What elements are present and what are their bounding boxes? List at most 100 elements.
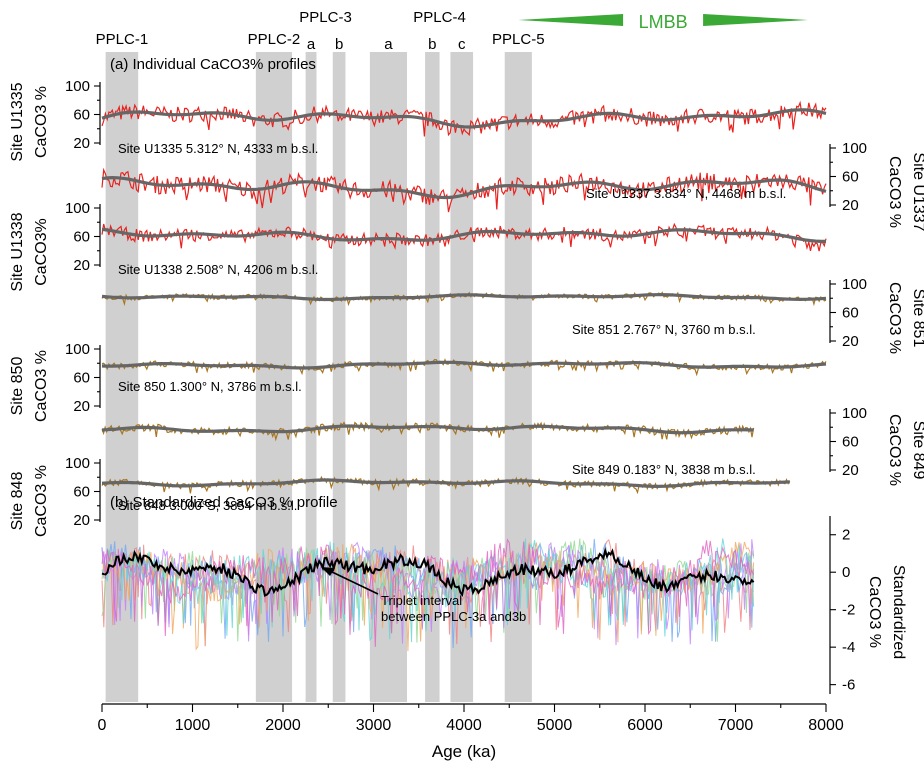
- y-tick-label: 60: [842, 305, 859, 322]
- interval-label-4: a: [384, 36, 393, 53]
- annotation-line1: Triplet interval: [381, 593, 462, 608]
- panel-site-u1337: 20 60 100 Site U1337 CaCO3 % Site U1337 3.834…: [101, 140, 924, 232]
- shaded-interval-2: [305, 52, 317, 702]
- smoothed-caco3-line: [101, 175, 827, 200]
- raw-caco3-line: [101, 222, 827, 252]
- panel-site-848: 20 60 100 Site 848 CaCO3 % Site 848 3.000°S, …: [9, 455, 791, 537]
- group-label-0: PPLC-3: [299, 9, 352, 26]
- std-y-tick-label: 0: [842, 564, 850, 581]
- site-info-label: Site U1335 5.312° N, 4333 m b.s.l.: [118, 141, 318, 156]
- pplc-shaded-intervals: [105, 52, 532, 702]
- std-y-tick-label: -6: [842, 677, 855, 694]
- smoothed-caco3-line: [101, 227, 826, 243]
- std-site-line: [101, 538, 755, 647]
- panel-b-label: (b) Standardized CaCO3 % profile: [110, 494, 338, 511]
- group-label-1: PPLC-4: [413, 9, 466, 26]
- std-axis-title: Standardized: [890, 565, 907, 659]
- y-tick-label: 60: [73, 484, 90, 501]
- y-axis-unit: CaCO3 %: [886, 414, 903, 486]
- y-tick-label: 100: [65, 200, 90, 217]
- y-tick-label: 60: [73, 229, 90, 246]
- interval-label-3: b: [335, 36, 343, 53]
- y-tick-label: 100: [65, 341, 90, 358]
- y-tick-label: 20: [842, 333, 859, 350]
- x-tick-label: 1000: [175, 717, 211, 734]
- x-tick-label: 6000: [627, 717, 663, 734]
- shaded-interval-6: [450, 52, 474, 702]
- std-site-line: [101, 541, 755, 652]
- age-axis: 0 1000 2000 3000 4000 5000 6000 7000 8000: [98, 703, 844, 734]
- y-tick-label: 60: [73, 370, 90, 387]
- y-tick-label: 100: [65, 455, 90, 472]
- x-tick-label: 8000: [808, 717, 844, 734]
- x-tick-label: 5000: [537, 717, 573, 734]
- y-axis-title: Site U1337: [910, 152, 924, 231]
- interval-label-7: PPLC-5: [492, 31, 545, 48]
- y-axis-unit: CaCO3 %: [886, 156, 903, 228]
- site-info-label: Site U1337 3.834° N, 4468 m b.s.l.: [586, 186, 786, 201]
- y-axis-title: Site U1338: [9, 212, 26, 291]
- y-axis-title: Site 851: [910, 289, 924, 348]
- triplet-annotation: Triplet interval between PPLC-3a and3b: [321, 567, 526, 624]
- y-axis-unit: CaCO3 %: [886, 282, 903, 354]
- shaded-interval-5: [425, 52, 440, 702]
- site-info-label: Site 850 1.300° N, 3786 m b.s.l.: [118, 379, 302, 394]
- y-tick-label: 100: [842, 405, 867, 422]
- site-info-label: Site 848 3.000°S, 3854 m b.s.l.: [118, 498, 297, 513]
- site-info-label: Site U1338 2.508° N, 4206 m b.s.l.: [118, 262, 318, 277]
- lmbb-indicator: LMBB: [518, 12, 808, 32]
- y-tick-label: 100: [65, 78, 90, 95]
- interval-label-0: PPLC-1: [96, 31, 149, 48]
- interval-label-2: a: [307, 36, 316, 53]
- y-axis-title: Site 849: [910, 421, 924, 480]
- lmbb-left-arrow-icon: [518, 14, 624, 26]
- interval-label-5: b: [428, 36, 436, 53]
- y-tick-label: 20: [73, 257, 90, 274]
- interval-labels: PPLC-1 PPLC-2 a b a b c PPLC-5 PPLC-3 PPLC-4: [96, 9, 545, 53]
- y-axis-unit: CaCO3 %: [33, 350, 50, 422]
- x-axis-title: Age (ka): [432, 742, 496, 761]
- y-tick-label: 100: [842, 140, 867, 157]
- shaded-interval-3: [332, 52, 346, 702]
- lmbb-right-arrow-icon: [703, 14, 808, 26]
- y-tick-label: 20: [842, 462, 859, 479]
- lmbb-label: LMBB: [639, 12, 688, 32]
- y-tick-label: 20: [842, 197, 859, 214]
- smoothed-caco3-line: [101, 478, 790, 489]
- std-y-tick-label: -4: [842, 639, 855, 656]
- y-axis-title: Site U1335: [9, 82, 26, 161]
- smoothed-caco3-line: [101, 360, 827, 370]
- smoothed-caco3-line: [101, 108, 827, 129]
- std-axis-unit: CaCO3 %: [866, 576, 883, 648]
- site-info-label: Site 849 0.183° N, 3838 m b.s.l.: [572, 462, 756, 477]
- std-y-tick-label: 2: [842, 527, 850, 544]
- site-panels: 20 60 100 Site U1335 CaCO3 % Site U1335 5.312…: [9, 78, 924, 537]
- y-tick-label: 20: [73, 135, 90, 152]
- y-axis-unit: CaCO3 %: [33, 465, 50, 537]
- panel-site-u1338: 20 60 100 Site U1338 CaCO3% Site U1338 2.508°…: [9, 200, 827, 292]
- interval-label-1: PPLC-2: [248, 31, 301, 48]
- x-tick-label: 2000: [265, 717, 301, 734]
- raw-caco3-line: [101, 100, 827, 137]
- x-tick-label: 3000: [356, 717, 392, 734]
- panel-site-849: 20 60 100 Site 849 CaCO3 % Site 849 0.183° N,…: [101, 405, 924, 486]
- panel-a-label: (a) Individual CaCO3% profiles: [110, 56, 316, 73]
- y-tick-label: 20: [73, 512, 90, 529]
- annotation-line2: between PPLC-3a and3b: [381, 609, 526, 624]
- interval-label-6: c: [458, 36, 466, 53]
- x-tick-label: 0: [98, 717, 107, 734]
- annotation-arrow: [329, 570, 379, 595]
- panel-site-u1335: 20 60 100 Site U1335 CaCO3 % Site U1335 5.312…: [9, 78, 827, 162]
- standardized-panel: 2 0 -2 -4 -6 Standardized CaCO3 %: [101, 516, 907, 694]
- smoothed-caco3-line: [101, 292, 827, 302]
- y-tick-label: 60: [842, 169, 859, 186]
- y-axis-unit: CaCO3 %: [33, 86, 50, 158]
- y-tick-label: 60: [73, 107, 90, 124]
- std-mean-line: [101, 546, 755, 598]
- y-tick-label: 20: [73, 398, 90, 415]
- site-info-label: Site 851 2.767° N, 3760 m b.s.l.: [572, 322, 756, 337]
- y-tick-label: 60: [842, 434, 859, 451]
- arrowhead-icon: [321, 567, 335, 576]
- panel-site-850: 20 60 100 Site 850 CaCO3 % Site 850 1.300° N,…: [9, 341, 827, 422]
